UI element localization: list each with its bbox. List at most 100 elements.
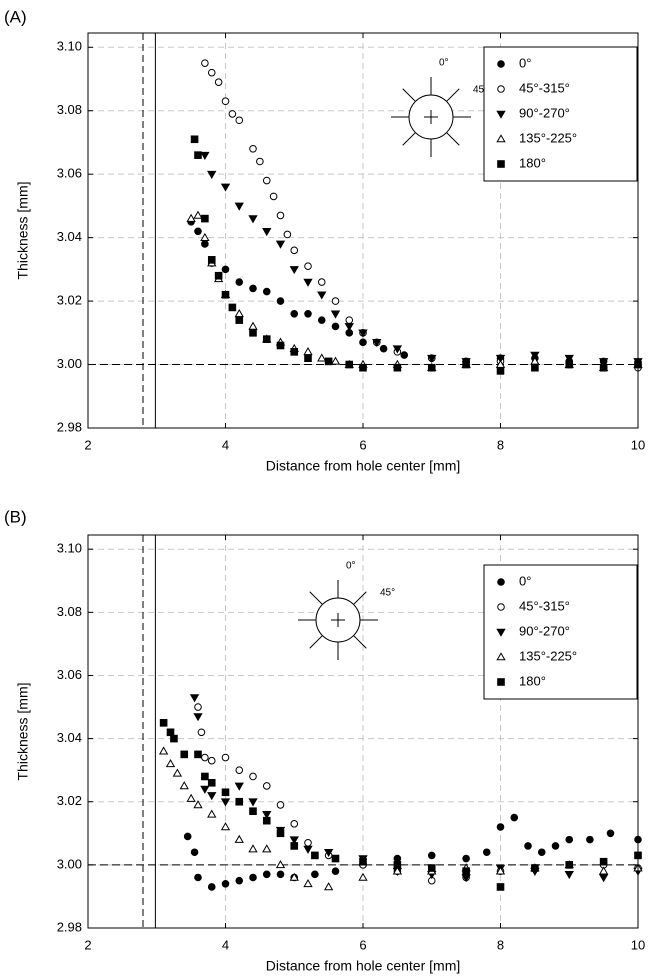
marker: [166, 728, 175, 737]
marker: [186, 213, 196, 222]
marker: [598, 866, 609, 875]
marker: [510, 813, 519, 822]
marker: [193, 800, 203, 809]
marker: [497, 678, 505, 686]
plot-frame: [87, 534, 639, 929]
marker: [358, 329, 368, 338]
marker: [235, 797, 244, 806]
marker: [427, 354, 437, 364]
marker: [496, 110, 506, 119]
legend-box: [483, 46, 638, 182]
marker: [262, 287, 271, 296]
x-axis-label: Distance from hole center [mm]: [266, 458, 461, 474]
inset-label: 0°: [439, 58, 449, 69]
marker: [193, 713, 203, 722]
marker: [565, 861, 574, 869]
y-tick-label: 3.02: [57, 793, 82, 808]
marker: [256, 157, 264, 166]
y-tick-label: 3.08: [57, 102, 82, 117]
marker: [497, 578, 505, 586]
marker: [221, 753, 230, 762]
x-tick-label: 8: [497, 937, 504, 952]
marker: [359, 857, 367, 866]
marker: [289, 266, 299, 275]
marker: [427, 851, 436, 860]
y-tick-label: 3.08: [57, 604, 82, 619]
marker: [234, 782, 244, 791]
inset-label: 45°: [380, 588, 395, 599]
marker: [482, 848, 491, 857]
marker: [183, 832, 192, 841]
marker: [290, 246, 299, 255]
inset-label: 0°: [346, 561, 356, 572]
marker: [234, 834, 244, 843]
x-tick-label: 2: [84, 937, 91, 952]
marker: [331, 297, 340, 305]
marker: [324, 357, 333, 366]
marker: [194, 227, 202, 236]
legend-label: 0°: [519, 573, 531, 588]
marker: [262, 870, 271, 879]
marker: [564, 871, 574, 880]
marker: [289, 836, 299, 845]
marker: [400, 351, 409, 359]
marker: [248, 321, 258, 330]
marker: [221, 788, 230, 797]
marker: [427, 363, 436, 372]
marker: [304, 309, 312, 318]
marker: [262, 782, 271, 790]
y-tick-label: 3.04: [57, 229, 82, 244]
y-tick-label: 3.00: [57, 856, 82, 871]
marker: [262, 816, 271, 825]
marker: [262, 176, 271, 185]
marker: [228, 303, 237, 312]
marker: [323, 882, 334, 891]
y-tick-label: 3.10: [57, 39, 82, 54]
marker: [497, 160, 505, 168]
legend-label: 90°-270°: [519, 105, 570, 120]
marker: [330, 356, 341, 365]
marker: [221, 97, 230, 106]
marker: [345, 360, 354, 369]
marker: [537, 848, 546, 857]
plot-frame: [87, 32, 639, 429]
marker: [186, 793, 196, 802]
x-tick-label: 4: [222, 437, 229, 452]
marker: [359, 363, 367, 372]
x-tick-label: 8: [497, 437, 504, 452]
y-tick-label: 3.06: [57, 166, 82, 181]
marker: [214, 271, 223, 280]
marker: [235, 116, 244, 125]
marker: [201, 59, 209, 67]
legend-label: 180°: [519, 673, 546, 688]
marker: [262, 227, 272, 237]
marker: [283, 230, 292, 239]
inset-spoke: [446, 88, 460, 102]
marker: [323, 848, 334, 858]
marker: [551, 842, 560, 850]
marker: [207, 756, 216, 765]
marker: [190, 135, 199, 144]
marker: [393, 861, 402, 869]
x-tick-label: 6: [359, 437, 366, 452]
marker: [497, 85, 505, 93]
marker: [303, 278, 313, 287]
marker: [289, 872, 299, 881]
marker: [207, 170, 217, 179]
marker: [189, 694, 200, 703]
legend-label: 180°: [519, 155, 546, 170]
marker: [200, 785, 210, 794]
marker: [235, 316, 244, 324]
marker: [194, 750, 202, 759]
legend-box: [483, 564, 638, 700]
marker: [598, 874, 609, 883]
y-axis-label: Thickness [mm]: [15, 181, 31, 279]
marker: [372, 339, 382, 348]
marker: [221, 290, 230, 299]
marker: [392, 345, 403, 354]
marker: [358, 872, 368, 881]
marker: [220, 798, 231, 807]
marker: [180, 750, 189, 759]
marker: [276, 801, 285, 809]
marker: [228, 110, 237, 118]
